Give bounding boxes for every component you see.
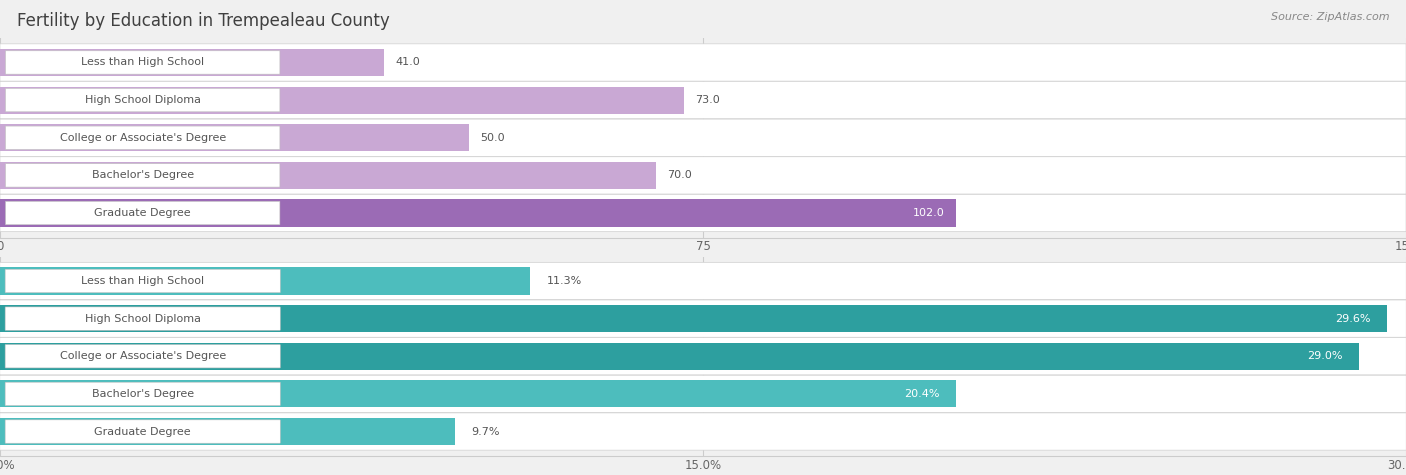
- FancyBboxPatch shape: [6, 164, 280, 187]
- Bar: [0, 267, 530, 294]
- Text: Source: ZipAtlas.com: Source: ZipAtlas.com: [1271, 12, 1389, 22]
- FancyBboxPatch shape: [6, 382, 280, 406]
- Text: College or Associate's Degree: College or Associate's Degree: [59, 351, 226, 361]
- Bar: [0, 380, 956, 408]
- FancyBboxPatch shape: [6, 344, 280, 368]
- Text: 41.0: 41.0: [395, 57, 420, 67]
- Text: Graduate Degree: Graduate Degree: [94, 208, 191, 218]
- Text: Less than High School: Less than High School: [82, 276, 204, 286]
- FancyBboxPatch shape: [0, 119, 1406, 156]
- FancyBboxPatch shape: [6, 201, 280, 225]
- Text: High School Diploma: High School Diploma: [84, 95, 201, 105]
- Bar: [0, 86, 685, 114]
- FancyBboxPatch shape: [0, 375, 1406, 412]
- Text: Bachelor's Degree: Bachelor's Degree: [91, 389, 194, 399]
- Text: 11.3%: 11.3%: [547, 276, 582, 286]
- Bar: [0, 124, 468, 152]
- FancyBboxPatch shape: [6, 51, 280, 74]
- Bar: [0, 418, 454, 445]
- Text: 29.6%: 29.6%: [1334, 314, 1371, 323]
- Text: Fertility by Education in Trempealeau County: Fertility by Education in Trempealeau Co…: [17, 12, 389, 30]
- Text: Bachelor's Degree: Bachelor's Degree: [91, 171, 194, 180]
- FancyBboxPatch shape: [0, 413, 1406, 450]
- FancyBboxPatch shape: [0, 44, 1406, 81]
- FancyBboxPatch shape: [6, 88, 280, 112]
- Text: 70.0: 70.0: [668, 171, 692, 180]
- FancyBboxPatch shape: [0, 300, 1406, 337]
- Bar: [0, 342, 1360, 370]
- FancyBboxPatch shape: [6, 420, 280, 443]
- Bar: [0, 162, 657, 189]
- Text: 9.7%: 9.7%: [471, 427, 501, 437]
- Text: 50.0: 50.0: [479, 133, 505, 143]
- Bar: [0, 305, 1388, 332]
- Text: 20.4%: 20.4%: [904, 389, 939, 399]
- Text: 102.0: 102.0: [912, 208, 945, 218]
- Text: 29.0%: 29.0%: [1306, 351, 1343, 361]
- FancyBboxPatch shape: [0, 82, 1406, 119]
- Text: 73.0: 73.0: [696, 95, 720, 105]
- FancyBboxPatch shape: [0, 262, 1406, 300]
- Bar: [0, 200, 956, 227]
- FancyBboxPatch shape: [6, 126, 280, 150]
- Text: College or Associate's Degree: College or Associate's Degree: [59, 133, 226, 143]
- Text: Less than High School: Less than High School: [82, 57, 204, 67]
- FancyBboxPatch shape: [0, 194, 1406, 232]
- Bar: [0, 49, 384, 76]
- FancyBboxPatch shape: [6, 307, 280, 330]
- Text: Graduate Degree: Graduate Degree: [94, 427, 191, 437]
- Text: High School Diploma: High School Diploma: [84, 314, 201, 323]
- FancyBboxPatch shape: [6, 269, 280, 293]
- FancyBboxPatch shape: [0, 157, 1406, 194]
- FancyBboxPatch shape: [0, 338, 1406, 375]
